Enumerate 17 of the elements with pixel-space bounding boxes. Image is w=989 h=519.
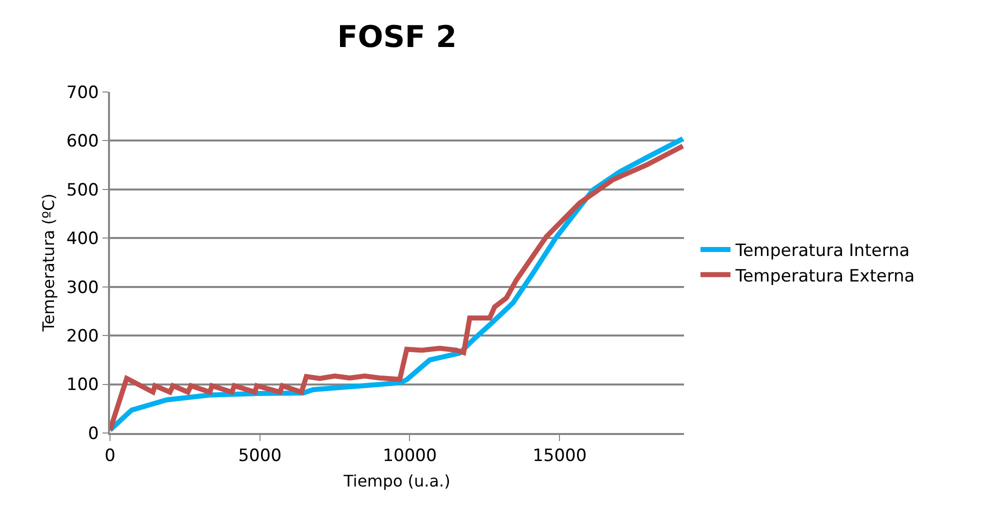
y-tick-label: 100	[66, 375, 99, 396]
y-tick-label: 300	[66, 278, 99, 298]
y-tick-label: 600	[66, 132, 99, 152]
y-tick-label: 500	[66, 180, 99, 200]
chart-title: FOSF 2	[337, 20, 457, 55]
x-tick-label: 5000	[238, 446, 282, 466]
x-tick-label: 0	[104, 446, 116, 466]
y-axis-title: Temperatura (ºC)	[38, 194, 58, 332]
y-tick-label: 200	[66, 326, 99, 347]
y-tick-label: 700	[66, 82, 99, 103]
y-tick-label: 400	[66, 229, 99, 250]
x-tick-label: 15000	[532, 446, 587, 466]
y-tick-label: 0	[88, 424, 99, 444]
x-axis-title: Tiempo (u.a.)	[342, 471, 450, 490]
x-tick-label: 10000	[382, 446, 437, 466]
legend-label: Temperatura Interna	[734, 241, 910, 262]
legend-label: Temperatura Externa	[734, 266, 915, 286]
